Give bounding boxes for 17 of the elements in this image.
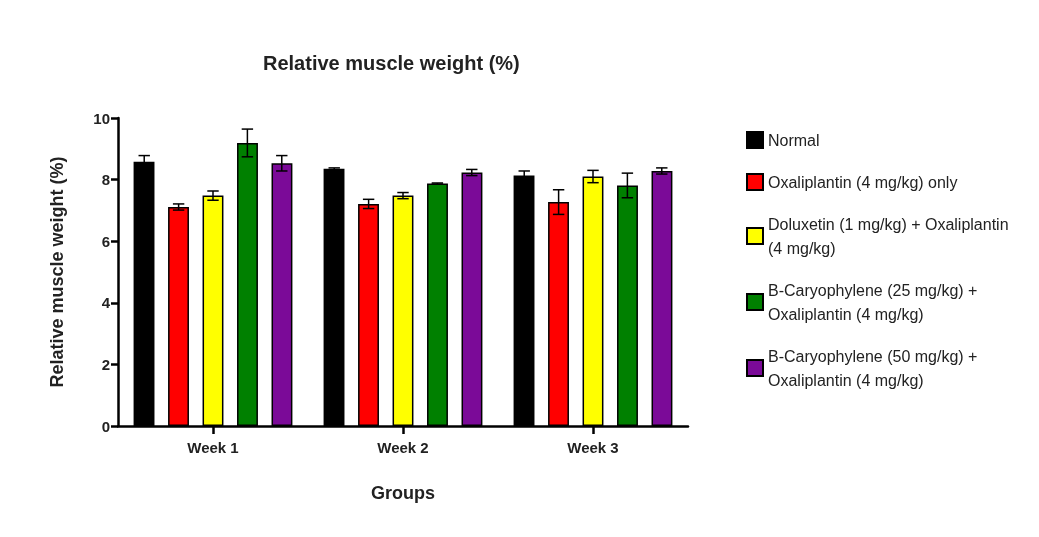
y-tick-label: 10 — [93, 109, 110, 127]
legend-label: B-Caryophylene (50 mg/kg) + Oxaliplantin (4 mg/kg) — [768, 347, 982, 389]
legend-label: Normal — [768, 131, 820, 149]
x-tick-label: Week 3 — [567, 439, 619, 456]
x-tick-label: Week 1 — [187, 439, 239, 456]
y-tick-label: 6 — [101, 232, 110, 250]
y-tick-label: 2 — [101, 355, 110, 373]
y-axis-title: Relative muscle weight (%) — [47, 156, 67, 388]
y-tick-label: 8 — [101, 171, 110, 189]
legend-label: Doluxetin (1 mg/kg) + Oxaliplantin (4 mg/kg) — [768, 215, 1013, 257]
x-tick-label: Week 2 — [377, 439, 429, 456]
y-tick-label: 4 — [101, 294, 111, 312]
chart-title: Relative muscle weight (%) — [263, 52, 520, 74]
legend-label: Oxaliplantin (4 mg/kg) only — [768, 173, 958, 191]
legend-label: B-Caryophylene (25 mg/kg) + Oxaliplantin (4 mg/kg) — [768, 281, 982, 323]
y-tick-label: 0 — [101, 417, 110, 435]
x-axis-title: Groups — [370, 483, 436, 503]
